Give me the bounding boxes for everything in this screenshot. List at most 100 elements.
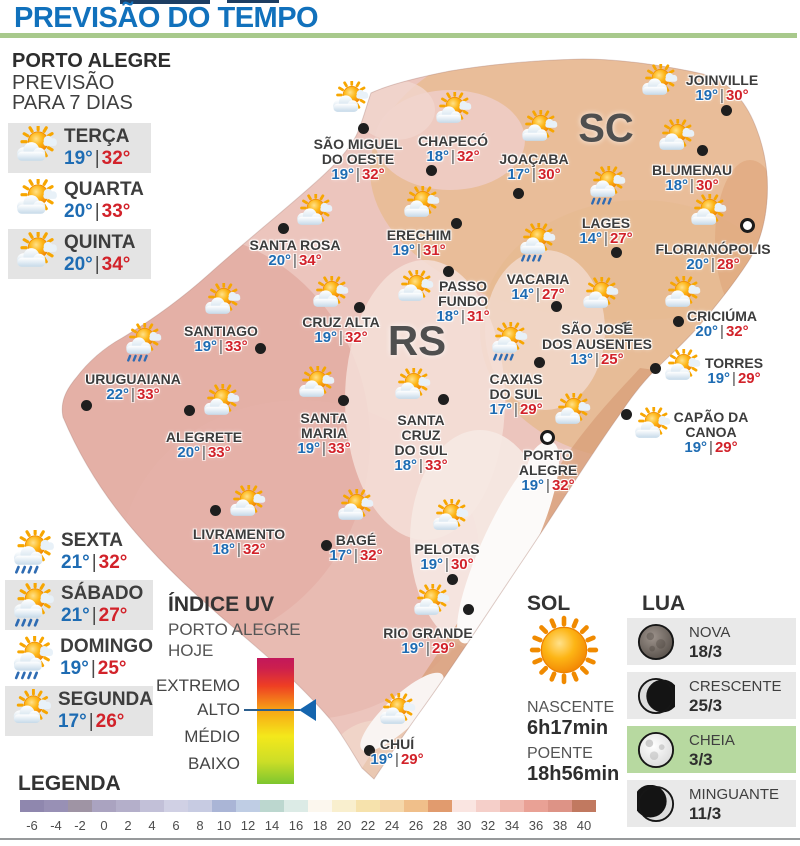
forecast-day-temps: 20° | 34° (64, 254, 131, 275)
moon-phase-date: 3/3 (689, 749, 713, 769)
legend-swatch (500, 800, 524, 812)
header-divider (0, 33, 797, 38)
legend-tick: 10 (216, 818, 232, 833)
legend-swatch (212, 800, 236, 812)
map-rs-sc (61, 58, 768, 780)
forecast-day-name: SEGUNDA (57, 689, 153, 710)
legend-swatch (452, 800, 476, 812)
moon-phase-text: CHEIA 3/3 (689, 731, 735, 769)
moon-phase-text: CRESCENTE 25/3 (689, 677, 782, 715)
forecast-day-temps: 20° | 33° (64, 201, 131, 222)
legend-tick: 26 (408, 818, 424, 833)
sun-section-title: SOL (527, 592, 571, 615)
moon-phase-row-waning: MINGUANTE 11/3 (627, 780, 796, 827)
legend-tick: -4 (50, 818, 62, 833)
forecast-day-row: QUINTA 20° | 34° (8, 229, 151, 279)
legend-swatch (428, 800, 452, 812)
forecast-day-temps: 19° | 32° (64, 148, 131, 169)
weather-icon-sun-cloud (17, 178, 57, 214)
moon-crescent-icon (637, 677, 675, 714)
legend-tick: 22 (360, 818, 376, 833)
state-label-sc: SC (578, 106, 634, 151)
moon-phase-name: NOVA (689, 623, 731, 641)
cropped-artifact (120, 0, 210, 4)
legend-swatch (332, 800, 356, 812)
forecast-day-info: QUINTA 20° | 34° (64, 232, 135, 276)
forecast-day-row: SEXTA 21° | 32° (5, 527, 153, 577)
sunrise-label: NASCENTE (527, 699, 615, 716)
legend-swatch (524, 800, 548, 812)
legend-swatch (164, 800, 188, 812)
forecast-day-row: DOMINGO 19° | 25° (5, 633, 153, 683)
legend-swatch (20, 800, 44, 812)
forecast-day-temps: 21° | 27° (61, 605, 128, 626)
sidebar-city-name: PORTO ALEGRE (12, 50, 171, 72)
moon-phase-row-new: NOVA 18/3 (627, 618, 796, 665)
forecast-day-info: DOMINGO 19° | 25° (60, 636, 153, 680)
sunrise-time: 6h17min (527, 717, 609, 739)
uv-level-baixo: BAIXO (188, 754, 240, 773)
weather-icon-sun-cloud (13, 688, 52, 723)
uv-pointer-arrow (299, 699, 316, 721)
legend-tick: 12 (240, 818, 256, 833)
forecast-day-info: SÁBADO 21° | 27° (61, 583, 143, 627)
moon-section-title: LUA (642, 592, 686, 615)
moon-phase-date: 18/3 (689, 641, 723, 661)
legend-swatch (404, 800, 428, 812)
legend-swatch (572, 800, 596, 812)
legend-tick: 32 (480, 818, 496, 833)
legend-tick-labels: -6 -4 -2 0 2 4 6 8 10 12 14 16 18 20 22 24 26 28 30 32 34 36 3… (20, 818, 596, 833)
bottom-divider (0, 838, 800, 840)
legend-tick: -6 (26, 818, 38, 833)
legend-tick: 36 (528, 818, 544, 833)
moon-new-icon (637, 623, 675, 660)
forecast-days-top: TERÇA 19° | 32° QUARTA 20° | 33° QUINTA 20° |… (8, 123, 151, 282)
legend-swatch (548, 800, 572, 812)
uv-pointer-line (244, 709, 300, 711)
uv-level-alto: ALTO (197, 700, 240, 719)
legend-swatch (116, 800, 140, 812)
sun-times: NASCENTE 6h17min POENTE 18h56min (527, 697, 619, 785)
legend-tick: 6 (172, 818, 180, 833)
moon-full-icon (637, 731, 675, 768)
forecast-day-name: TERÇA (64, 126, 130, 147)
legend-swatch (356, 800, 380, 812)
legend-tick: 40 (576, 818, 592, 833)
uv-scale-bar (257, 658, 294, 784)
legend-tick: 8 (196, 818, 204, 833)
forecast-day-name: QUINTA (64, 232, 136, 253)
forecast-day-row: SÁBADO 21° | 27° (5, 580, 153, 630)
weather-icon-sun-cloud (17, 125, 57, 161)
legend-swatch (236, 800, 260, 812)
legend-swatch (308, 800, 332, 812)
legend-swatch (188, 800, 212, 812)
legend-tick: 30 (456, 818, 472, 833)
uv-subtitle-day: HOJE (168, 641, 214, 660)
legend-tick: 4 (148, 818, 156, 833)
legend-tick: 0 (100, 818, 108, 833)
legend-tick: 28 (432, 818, 448, 833)
uv-subtitle-city: PORTO ALEGRE (168, 620, 301, 639)
legend-swatch (92, 800, 116, 812)
legend-tick: 16 (288, 818, 304, 833)
forecast-day-name: SEXTA (61, 530, 123, 551)
forecast-day-row: TERÇA 19° | 32° (8, 123, 151, 173)
sunset-label: POENTE (527, 745, 593, 762)
forecast-day-row: SEGUNDA 17° | 26° (5, 686, 153, 736)
moon-phases-list: NOVA 18/3 CRESCENTE 25/3 CHEIA 3/3 MINGU… (627, 618, 796, 834)
forecast-day-name: SÁBADO (61, 583, 144, 604)
forecast-day-temps: 21° | 32° (61, 552, 128, 573)
forecast-day-info: QUARTA 20° | 33° (64, 179, 144, 223)
page-title: PREVISÃO DO TEMPO (14, 2, 319, 34)
sidebar-subtitle-1: PREVISÃO (12, 72, 115, 94)
moon-phase-date: 25/3 (689, 695, 723, 715)
weather-icon-sun-cloud-rain (13, 635, 54, 679)
uv-title: ÍNDICE UV (168, 593, 275, 616)
sidebar-subtitle-2: PARA 7 DIAS (12, 92, 133, 114)
moon-phase-date: 11/3 (689, 803, 722, 823)
legend-tick: 34 (504, 818, 520, 833)
sunset-time: 18h56min (527, 763, 620, 785)
forecast-day-info: SEGUNDA 17° | 26° (58, 689, 153, 733)
weather-icon-sun-cloud-rain (14, 529, 54, 574)
